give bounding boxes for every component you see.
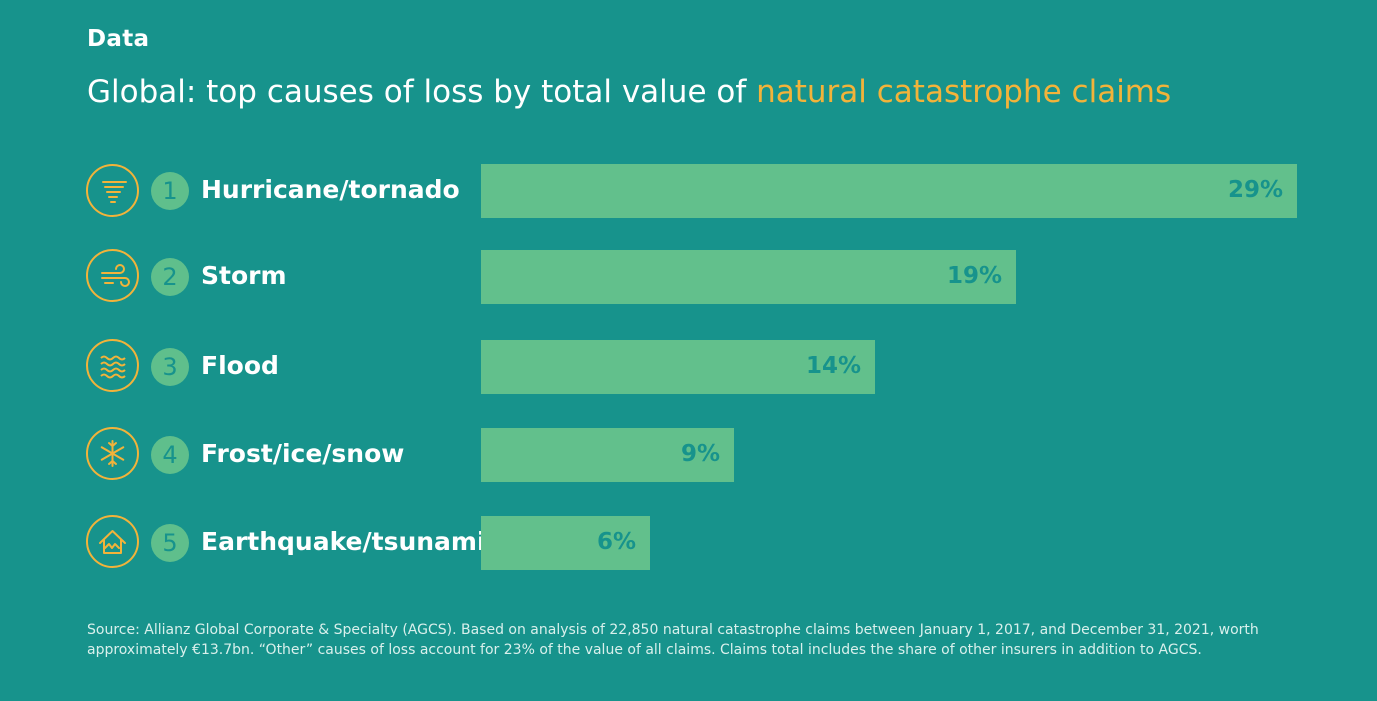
chart-row: 5 Earthquake/tsunami 6% [0, 515, 1377, 572]
earthquake-house-icon [86, 515, 139, 568]
bar: 19% [481, 250, 1016, 304]
chart-row: 1 Hurricane/tornado 29% [0, 164, 1377, 220]
bar-value-label: 19% [946, 263, 1002, 289]
category-label: Hurricane/tornado [201, 175, 460, 204]
source-note: Source: Allianz Global Corporate & Speci… [87, 622, 1259, 658]
title-plain: Global: top causes of loss by total valu… [87, 74, 757, 110]
bar-value-label: 14% [805, 353, 861, 379]
category-label: Frost/ice/snow [201, 439, 405, 468]
chart-row: 2 Storm 19% [0, 249, 1377, 306]
bar-value-label: 9% [680, 441, 720, 467]
title-highlight: natural catastrophe claims [756, 74, 1172, 110]
rank-badge: 5 [151, 524, 189, 562]
rank-badge: 3 [151, 348, 189, 386]
category-label: Earthquake/tsunami [201, 527, 486, 556]
category-label: Flood [201, 351, 279, 380]
chart-title: Global: top causes of loss by total valu… [87, 74, 1171, 110]
wind-icon [86, 249, 139, 302]
bar: 6% [481, 516, 650, 570]
bar-value-label: 6% [596, 529, 636, 555]
waves-icon [86, 339, 139, 392]
rank-badge: 2 [151, 258, 189, 296]
tornado-icon [86, 164, 139, 217]
bar: 29% [481, 164, 1297, 218]
bar-value-label: 29% [1227, 177, 1283, 203]
snowflake-icon [86, 427, 139, 480]
category-label: Storm [201, 261, 287, 290]
chart-row: 3 Flood 14% [0, 339, 1377, 396]
rank-badge: 4 [151, 436, 189, 474]
bar: 14% [481, 340, 875, 394]
section-kicker: Data [87, 26, 150, 52]
rank-badge: 1 [151, 172, 189, 210]
chart-row: 4 Frost/ice/snow 9% [0, 427, 1377, 484]
bar: 9% [481, 428, 734, 482]
